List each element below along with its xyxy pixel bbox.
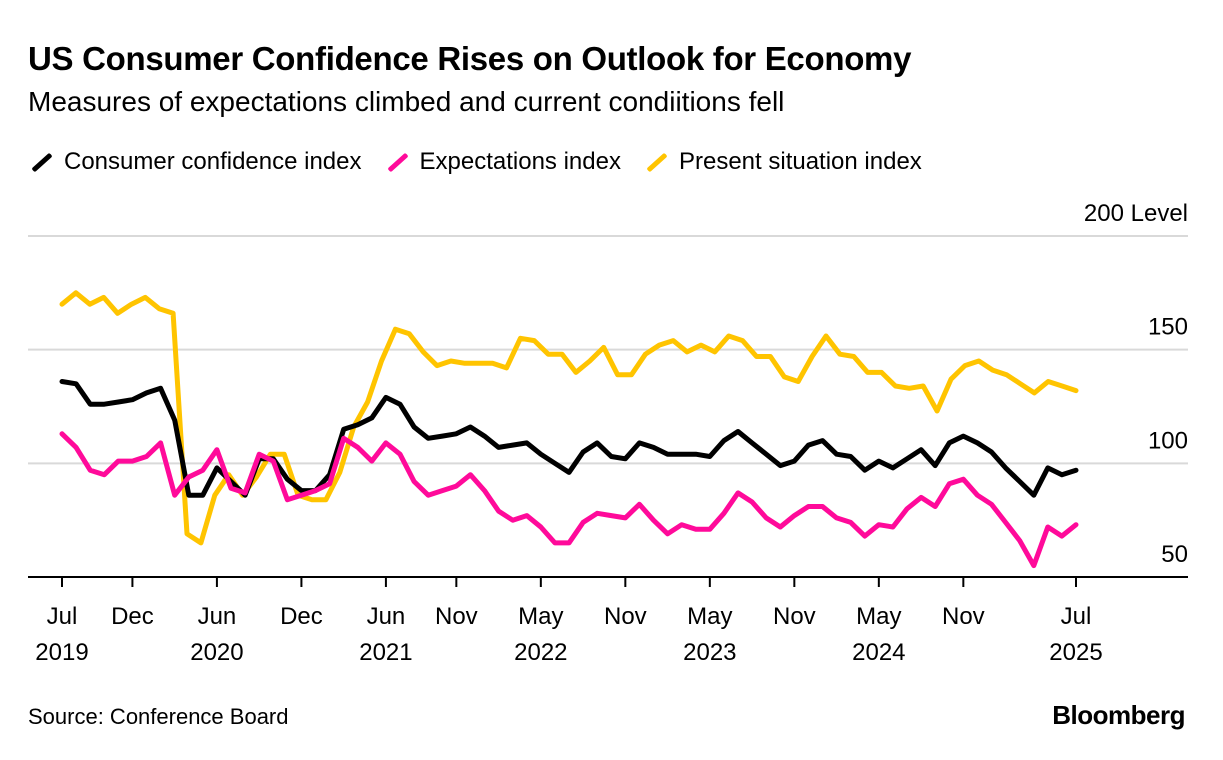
- x-tick-label: May: [856, 603, 901, 630]
- x-tick-label: Jun: [367, 603, 406, 630]
- x-tick-label: Nov: [435, 603, 478, 630]
- series-line-present-situation-index: [59, 290, 1079, 546]
- y-tick-label: 150: [1148, 314, 1188, 341]
- x-tick-label: Jun: [198, 603, 237, 630]
- x-tick-label: May: [687, 603, 732, 630]
- x-tick-label: Jul: [1061, 603, 1092, 630]
- source-note: Source: Conference Board: [28, 704, 289, 729]
- legend-item-consumer-confidence: Consumer confidence index: [28, 148, 362, 176]
- x-tick-year-label: 2019: [35, 639, 88, 666]
- legend-label: Consumer confidence index: [64, 148, 362, 175]
- chart-title: US Consumer Confidence Rises on Outlook …: [28, 40, 912, 77]
- x-tick-label: Jul: [47, 603, 78, 630]
- x-tick-year-label: 2023: [683, 639, 736, 666]
- legend-label: Present situation index: [678, 148, 922, 175]
- y-tick-label: 50: [1161, 541, 1188, 568]
- y-tick-label: 100: [1148, 427, 1188, 454]
- legend-label: Expectations index: [419, 148, 621, 175]
- legend-item-expectations: Expectations index: [384, 148, 621, 176]
- x-tick-label: Dec: [280, 603, 323, 630]
- chart-subtitle: Measures of expectations climbed and cur…: [28, 86, 785, 117]
- x-tick-label: Dec: [111, 603, 154, 630]
- x-tick-year-label: 2021: [359, 639, 412, 666]
- y-tick-label: 200 Level: [1084, 200, 1188, 227]
- x-tick-year-label: 2025: [1049, 639, 1102, 666]
- legend: Consumer confidence index Expectations i…: [28, 144, 944, 180]
- x-tick-year-label: 2024: [852, 639, 905, 666]
- series-line-consumer-confidence-index: [59, 379, 1079, 498]
- x-tick-label: Nov: [942, 603, 985, 630]
- bloomberg-logo: Bloomberg: [1052, 700, 1185, 730]
- x-tick-year-label: 2022: [514, 639, 567, 666]
- x-tick-label: Nov: [773, 603, 816, 630]
- legend-item-present-situation: Present situation index: [643, 148, 922, 176]
- x-tick-label: Nov: [604, 603, 647, 630]
- x-tick-label: May: [518, 603, 563, 630]
- x-tick-year-label: 2020: [190, 639, 243, 666]
